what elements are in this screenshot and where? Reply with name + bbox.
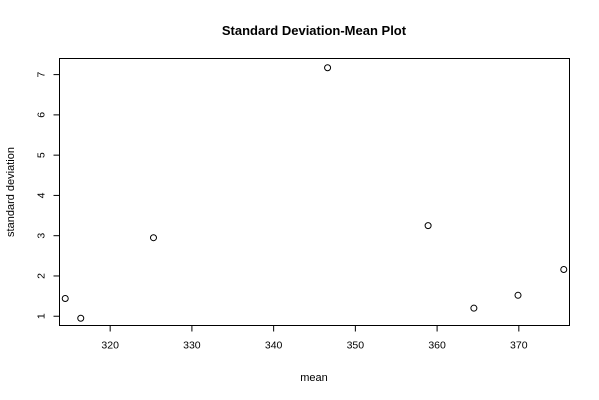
y-tick-label: 4 xyxy=(35,192,47,198)
y-axis-label: standard deviation xyxy=(5,147,17,237)
data-point xyxy=(77,314,85,322)
y-tick-label: 2 xyxy=(35,273,47,279)
x-axis-label: mean xyxy=(300,372,328,384)
data-points xyxy=(61,64,568,322)
x-tick-label: 330 xyxy=(183,340,201,352)
x-tick-label: 360 xyxy=(428,340,446,352)
y-tick-label: 3 xyxy=(35,233,47,239)
data-point xyxy=(470,304,478,312)
data-point xyxy=(514,291,522,299)
x-tick-label: 320 xyxy=(101,340,119,352)
y-tick-label: 1 xyxy=(35,313,47,319)
data-point xyxy=(324,64,332,72)
plot-frame xyxy=(59,58,570,326)
data-point xyxy=(61,295,69,303)
y-tick-label: 6 xyxy=(35,112,47,118)
x-tick-label: 340 xyxy=(265,340,283,352)
y-tick-label: 5 xyxy=(35,152,47,158)
chart-title: Standard Deviation-Mean Plot xyxy=(222,23,407,38)
x-axis: 320 330 340 350 360 370 xyxy=(101,325,528,352)
data-point xyxy=(149,234,157,242)
x-tick-label: 350 xyxy=(347,340,365,352)
x-tick-label: 370 xyxy=(510,340,528,352)
data-point xyxy=(560,266,568,274)
y-axis: 1 2 3 4 5 6 7 xyxy=(35,72,60,319)
y-tick-label: 7 xyxy=(35,72,47,78)
data-point xyxy=(424,222,432,230)
